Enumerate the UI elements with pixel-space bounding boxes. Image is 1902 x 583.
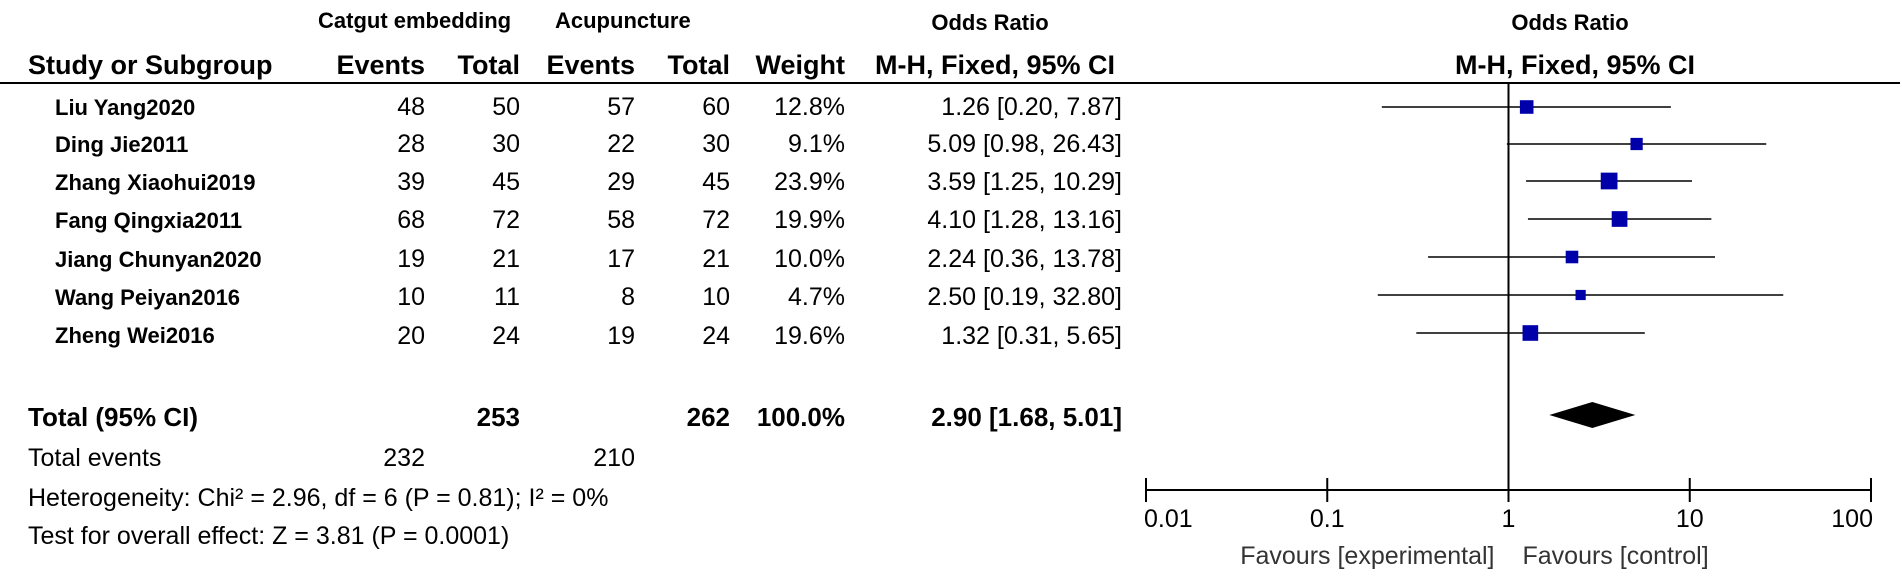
ci-cell: 4.10 [1.28, 13.16] [927, 206, 1122, 234]
total2-cell: 24 [702, 322, 730, 350]
events1-cell: 10 [397, 283, 425, 311]
total1-cell: 30 [492, 130, 520, 158]
weight-cell: 4.7% [788, 283, 845, 311]
study-name: Liu Yang2020 [55, 95, 196, 120]
events2-cell: 8 [621, 283, 635, 311]
events1-column-header: Events [336, 50, 425, 80]
total1-column-header: Total [457, 50, 521, 80]
group2-header: Acupuncture [555, 8, 691, 33]
total2-cell: 72 [702, 206, 730, 234]
total1-cell: 253 [476, 402, 520, 432]
weight-cell: 9.1% [788, 130, 845, 158]
effect-marker [1565, 250, 1579, 264]
total-events2-cell: 210 [593, 444, 635, 472]
events2-cell: 57 [607, 93, 635, 121]
events1-cell: 19 [397, 245, 425, 273]
total2-cell: 45 [702, 168, 730, 196]
ci-cell: 1.32 [0.31, 5.65] [941, 322, 1122, 350]
odds-ratio-plot-header: Odds Ratio [1511, 10, 1629, 35]
total2-column-header: Total [667, 50, 731, 80]
events2-cell: 19 [607, 322, 635, 350]
weight-cell: 12.8% [774, 93, 845, 121]
events2-cell: 22 [607, 130, 635, 158]
effect-marker [1630, 137, 1643, 151]
ci-cell: 2.24 [0.36, 13.78] [927, 245, 1122, 273]
method-plot-header: M-H, Fixed, 95% CI [1454, 50, 1696, 80]
favours-left-label: Favours [experimental] [1240, 542, 1494, 570]
study-name: Zheng Wei2016 [55, 323, 215, 348]
ci-cell: 2.50 [0.19, 32.80] [927, 283, 1122, 311]
weight-cell: 10.0% [774, 245, 845, 273]
ci-cell: 1.26 [0.20, 7.87] [941, 93, 1122, 121]
total-weight-cell: 100.0% [756, 402, 845, 432]
events2-cell: 58 [607, 206, 635, 234]
axis-tick-label: 100 [1831, 505, 1873, 533]
axis-tick-label: 0.1 [1310, 505, 1345, 533]
pooled-diamond [1549, 402, 1636, 428]
total1-cell: 72 [492, 206, 520, 234]
method-table-header: M-H, Fixed, 95% CI [874, 50, 1116, 80]
weight-cell: 23.9% [774, 168, 845, 196]
effect-marker [1522, 325, 1539, 341]
total2-cell: 21 [702, 245, 730, 273]
heterogeneity-text: Heterogeneity: Chi² = 2.96, df = 6 (P = … [28, 484, 609, 512]
weight-column-header: Weight [755, 50, 846, 80]
total1-cell: 45 [492, 168, 520, 196]
odds-ratio-table-header: Odds Ratio [931, 10, 1049, 35]
events2-cell: 29 [607, 168, 635, 196]
events1-cell: 28 [397, 130, 425, 158]
total1-cell: 50 [492, 93, 520, 121]
study-name: Fang Qingxia2011 [55, 208, 243, 233]
effect-marker [1611, 211, 1628, 227]
events1-cell: 68 [397, 206, 425, 234]
favours-right-label: Favours [control] [1523, 542, 1709, 570]
study-name: Jiang Chunyan2020 [55, 247, 262, 272]
axis-tick-label: 1 [1502, 505, 1516, 533]
total2-cell: 30 [702, 130, 730, 158]
effect-marker [1575, 289, 1586, 301]
events2-column-header: Events [546, 50, 635, 80]
total1-cell: 21 [492, 245, 520, 273]
total-events-label: Total events [28, 444, 162, 472]
study-column-header: Study or Subgroup [28, 50, 273, 80]
events1-cell: 20 [397, 322, 425, 350]
events2-cell: 17 [607, 245, 635, 273]
total2-cell: 60 [702, 93, 730, 121]
events1-cell: 39 [397, 168, 425, 196]
overall-effect-text: Test for overall effect: Z = 3.81 (P = 0… [28, 522, 510, 550]
total2-cell: 10 [702, 283, 730, 311]
axis-tick-label: 10 [1676, 505, 1704, 533]
study-name: Ding Jie2011 [55, 132, 189, 157]
weight-cell: 19.6% [774, 322, 845, 350]
total-label: Total (95% CI) [28, 402, 198, 432]
total2-cell: 262 [686, 402, 730, 432]
ci-cell: 5.09 [0.98, 26.43] [927, 130, 1122, 158]
header-rule [0, 82, 1900, 84]
total1-cell: 11 [494, 283, 520, 311]
effect-marker [1519, 100, 1534, 114]
study-name: Zhang Xiaohui2019 [55, 170, 256, 195]
total-ci-cell: 2.90 [1.68, 5.01] [931, 402, 1122, 432]
total-events1-cell: 232 [383, 444, 425, 472]
total1-cell: 24 [492, 322, 520, 350]
weight-cell: 19.9% [774, 206, 845, 234]
effect-marker [1600, 172, 1618, 190]
events1-cell: 48 [397, 93, 425, 121]
axis-tick-label: 0.01 [1144, 505, 1193, 533]
study-name: Wang Peiyan2016 [55, 285, 241, 310]
ci-cell: 3.59 [1.25, 10.29] [927, 168, 1122, 196]
group1-header: Catgut embedding [318, 8, 512, 33]
